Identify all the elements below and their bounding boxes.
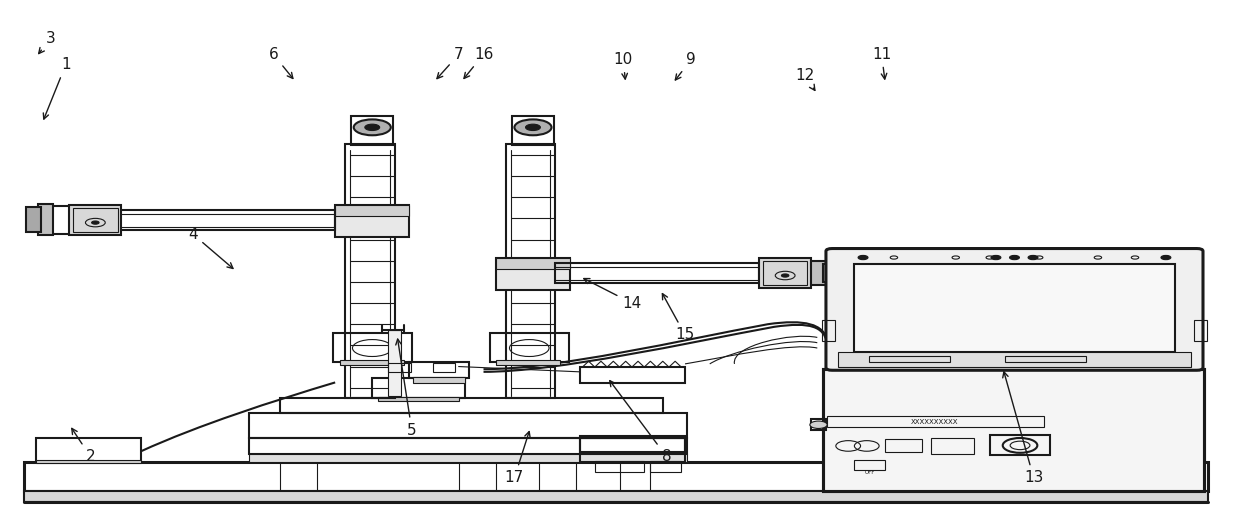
Bar [824, 264, 836, 282]
Text: 13: 13 [1002, 372, 1043, 485]
Text: 3: 3 [38, 31, 56, 54]
Bar [73, 208, 118, 232]
Bar [432, 363, 455, 372]
Text: 12: 12 [795, 68, 815, 90]
Bar [824, 369, 1204, 491]
Bar [372, 378, 465, 398]
Bar [580, 436, 685, 452]
Bar [38, 204, 53, 235]
Circle shape [991, 255, 1001, 260]
Bar [119, 210, 336, 230]
Bar [990, 435, 1049, 455]
Bar [828, 416, 1043, 427]
Circle shape [859, 255, 869, 260]
Bar [36, 438, 141, 462]
Circle shape [1161, 255, 1171, 260]
Circle shape [1028, 255, 1038, 260]
Bar [409, 362, 468, 378]
Circle shape [92, 221, 99, 224]
Text: 7: 7 [437, 47, 463, 79]
Text: OFF: OFF [865, 470, 876, 475]
Bar [839, 352, 1191, 367]
Text: 8: 8 [610, 380, 672, 464]
Bar [26, 207, 41, 232]
Bar [496, 258, 570, 269]
Circle shape [1010, 255, 1020, 260]
Bar [823, 320, 835, 341]
Bar [24, 491, 1208, 502]
Bar [886, 439, 922, 452]
Text: XXXXXXXXXX: XXXXXXXXXX [911, 419, 959, 425]
Bar [249, 454, 688, 462]
Bar [855, 264, 1175, 352]
Circle shape [782, 274, 789, 277]
Bar [555, 263, 760, 283]
Text: 11: 11 [872, 47, 891, 79]
Text: 2: 2 [72, 428, 95, 464]
Text: 6: 6 [269, 47, 292, 78]
Text: 16: 16 [463, 47, 493, 78]
Bar [413, 377, 465, 383]
Circle shape [810, 421, 828, 428]
Bar [333, 333, 411, 362]
Bar [388, 329, 400, 396]
Bar [930, 438, 974, 454]
Bar [249, 413, 688, 438]
Circle shape [514, 119, 551, 135]
Text: 9: 9 [675, 52, 696, 80]
Bar [496, 360, 560, 365]
Bar [512, 116, 554, 145]
Bar [855, 460, 886, 470]
Bar [650, 461, 681, 472]
Bar [812, 261, 826, 285]
Bar [496, 258, 570, 290]
Text: 4: 4 [188, 227, 233, 269]
Bar [344, 144, 394, 398]
Circle shape [353, 119, 390, 135]
FancyBboxPatch shape [826, 248, 1203, 370]
Bar [69, 205, 121, 235]
Bar [36, 460, 141, 463]
Text: 14: 14 [584, 279, 642, 311]
Text: 5: 5 [395, 339, 416, 437]
Bar [1005, 356, 1085, 362]
Text: 17: 17 [504, 431, 530, 485]
Bar [760, 257, 812, 288]
Circle shape [364, 124, 379, 130]
Bar [280, 398, 663, 413]
Circle shape [525, 124, 540, 130]
Bar [506, 144, 555, 398]
Bar [336, 205, 409, 237]
Bar [580, 367, 685, 383]
Bar [388, 363, 410, 372]
Bar [341, 360, 404, 365]
Text: 15: 15 [663, 294, 695, 342]
Bar [378, 397, 458, 401]
Bar [580, 438, 685, 462]
Bar [1194, 320, 1207, 341]
Bar [595, 461, 644, 472]
Text: 1: 1 [43, 57, 71, 119]
Bar [249, 438, 688, 454]
Bar [24, 462, 1208, 491]
Bar [489, 333, 569, 362]
Bar [824, 369, 1204, 491]
Bar [763, 261, 808, 285]
Bar [336, 205, 409, 215]
Bar [812, 419, 826, 430]
Bar [351, 116, 393, 145]
Bar [870, 356, 949, 362]
Text: 10: 10 [613, 52, 633, 79]
